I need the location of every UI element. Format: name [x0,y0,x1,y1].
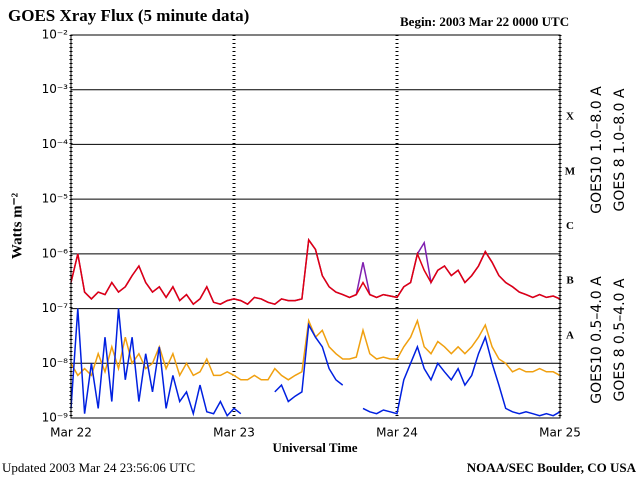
flare-class-label: C [566,220,574,232]
flare-class-label: B [566,275,574,287]
y-tick-label: 10⁻⁴ [42,137,69,151]
flare-class-label: X [566,111,574,123]
legend-entry: GOES 8 1.0–8.0 A [612,88,628,211]
legend-entry: GOES10 0.5–4.0 A [589,276,605,404]
chart-subtitle: Begin: 2003 Mar 22 0000 UTC [400,14,569,29]
legend-entry: GOES 8 0.5–4.0 A [612,278,628,401]
series-line [70,308,561,418]
legend-entry: GOES10 1.0–8.0 A [589,86,605,214]
plot-frame [70,34,561,419]
y-tick-label: 10⁻⁵ [42,192,69,206]
chart-title: GOES Xray Flux (5 minute data) [8,6,249,25]
x-tick-label: Mar 24 [376,426,418,440]
footer-left: Updated 2003 Mar 24 23:56:06 UTC [2,460,195,475]
x-tick-label: Mar 22 [50,426,92,440]
y-tick-label: 10⁻⁶ [42,246,69,260]
x-tick-label: Mar 25 [539,426,581,440]
series-line [70,237,561,306]
flare-class-label: M [565,165,576,177]
y-tick-label: 10⁻³ [42,82,69,96]
y-tick-label: 10⁻⁹ [42,411,69,425]
y-tick-label: 10⁻⁸ [42,356,69,370]
y-axis-label: Watts m⁻² [9,192,25,259]
y-tick-label: 10⁻² [42,28,69,42]
flare-class-label: A [566,329,574,341]
y-tick-label: 10⁻⁷ [42,301,69,315]
x-tick-label: Mar 23 [213,426,255,440]
footer-right: NOAA/SEC Boulder, CO USA [467,460,637,475]
x-axis-label: Universal Time [272,440,357,455]
